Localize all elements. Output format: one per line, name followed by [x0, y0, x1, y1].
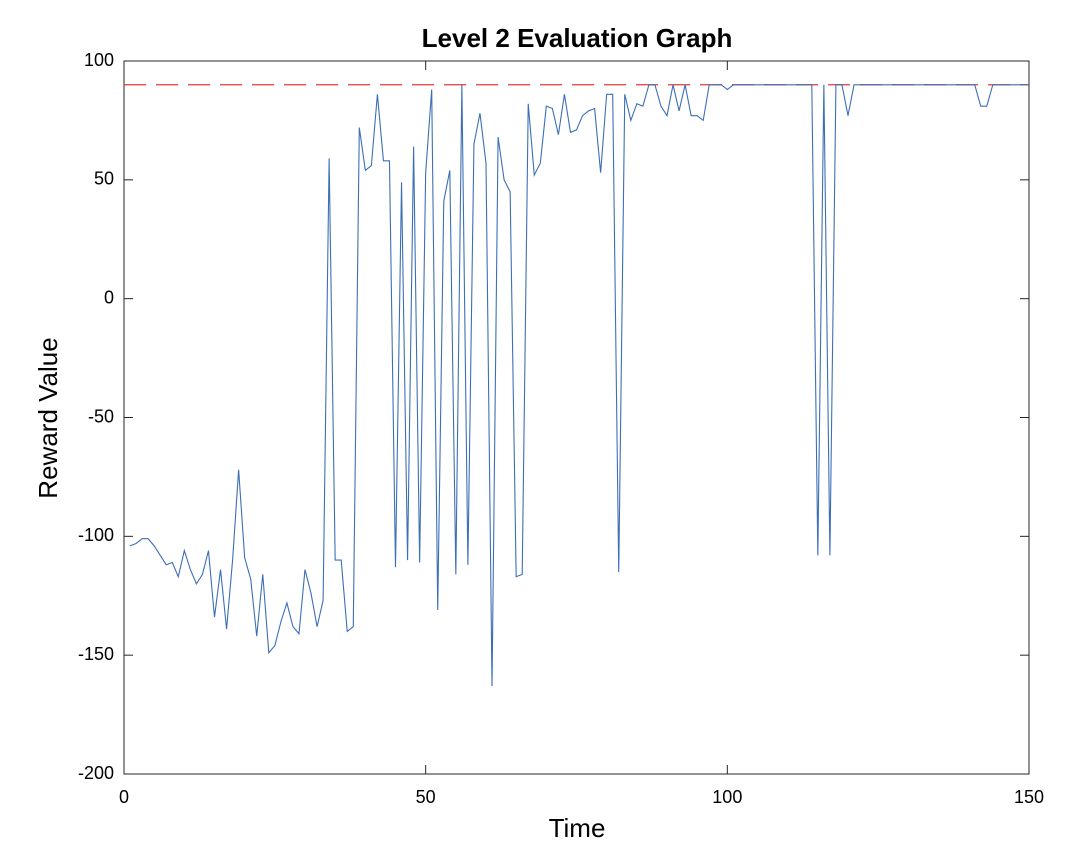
- x-tick-label: 150: [1014, 787, 1044, 807]
- plot-frame: [123, 60, 1030, 775]
- y-tick-label: 100: [84, 50, 114, 70]
- x-tick-label: 100: [712, 787, 742, 807]
- data-line: [129, 84, 1029, 687]
- y-tick-label: -150: [78, 644, 114, 664]
- y-tick-label: -50: [88, 406, 114, 426]
- y-axis-label: Reward Value: [33, 337, 63, 498]
- y-tick-label: 0: [104, 287, 114, 307]
- y-tick-label: -200: [78, 763, 114, 783]
- y-tick-label: 50: [94, 169, 114, 189]
- x-axis-label: Time: [549, 813, 606, 843]
- chart-title: Level 2 Evaluation Graph: [422, 23, 733, 53]
- x-tick-label: 50: [416, 787, 436, 807]
- y-tick-label: -100: [78, 525, 114, 545]
- x-tick-label: 0: [119, 787, 129, 807]
